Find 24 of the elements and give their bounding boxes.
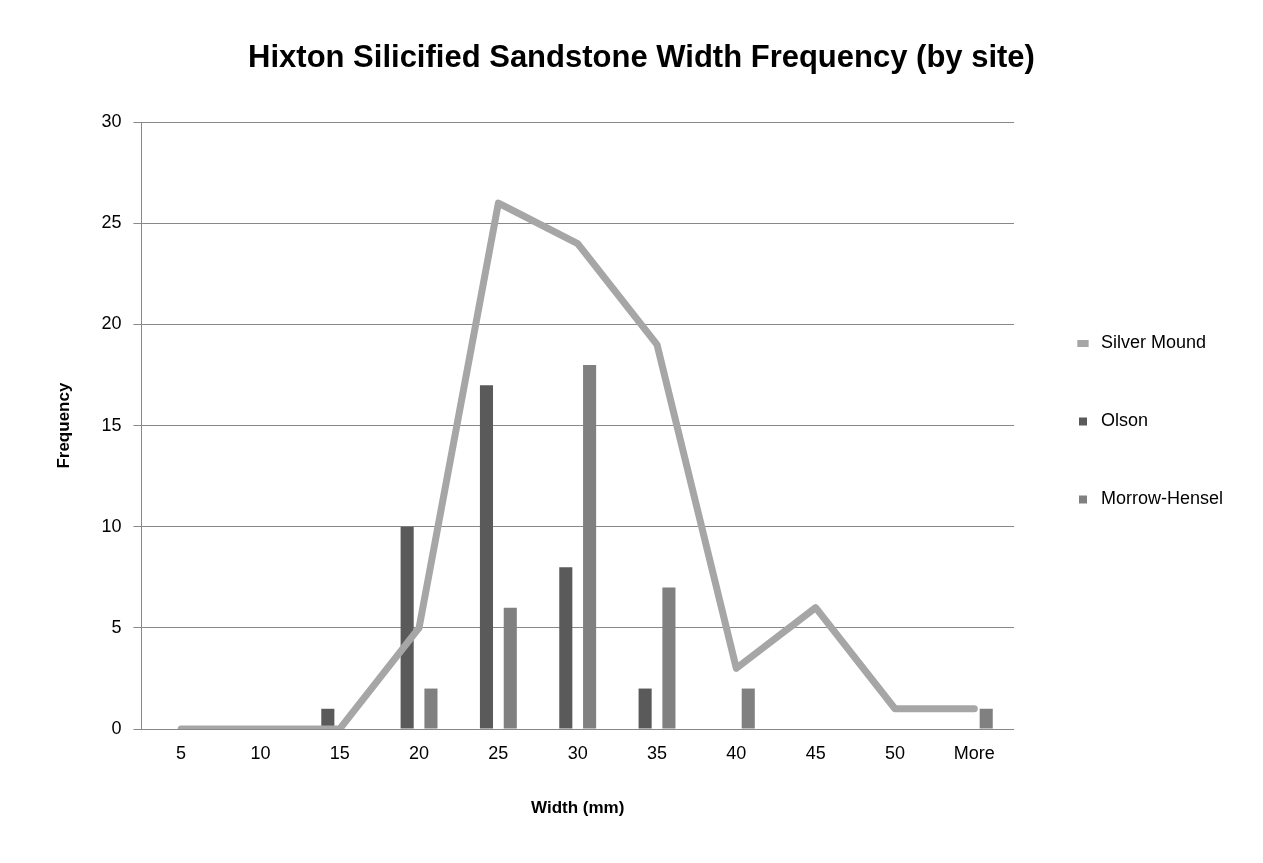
x-tick-label: 30 (567, 742, 588, 763)
y-tick-label: 15 (101, 414, 122, 435)
y-tick-label: 25 (101, 212, 122, 233)
y-tick-label: 30 (101, 111, 122, 132)
x-tick-label: 25 (488, 742, 509, 763)
legend-label: Morrow-Hensel (1100, 488, 1223, 509)
legend-label: Silver Mound (1100, 332, 1207, 353)
y-tick-label: 0 (111, 717, 122, 738)
x-tick-label: 15 (329, 742, 350, 763)
x-tick-label: 45 (805, 742, 826, 763)
x-tick-label: 50 (884, 742, 905, 763)
y-axis-title: Frequency (53, 382, 73, 469)
y-tick-label: 10 (101, 515, 122, 536)
y-tick-label: 5 (111, 616, 122, 637)
chart-title: Hixton Silicified Sandstone Width Frequency (by site) (248, 39, 1035, 75)
x-tick-label: 10 (250, 742, 271, 763)
x-tick-label: 20 (409, 742, 430, 763)
x-tick-label: 5 (176, 742, 187, 763)
legend-label: Olson (1100, 410, 1148, 431)
x-tick-label: More (953, 742, 995, 763)
y-tick-label: 20 (101, 313, 122, 334)
x-tick-label: 40 (726, 742, 747, 763)
x-tick-label: 35 (647, 742, 668, 763)
x-axis-title: Width (mm) (531, 798, 625, 818)
